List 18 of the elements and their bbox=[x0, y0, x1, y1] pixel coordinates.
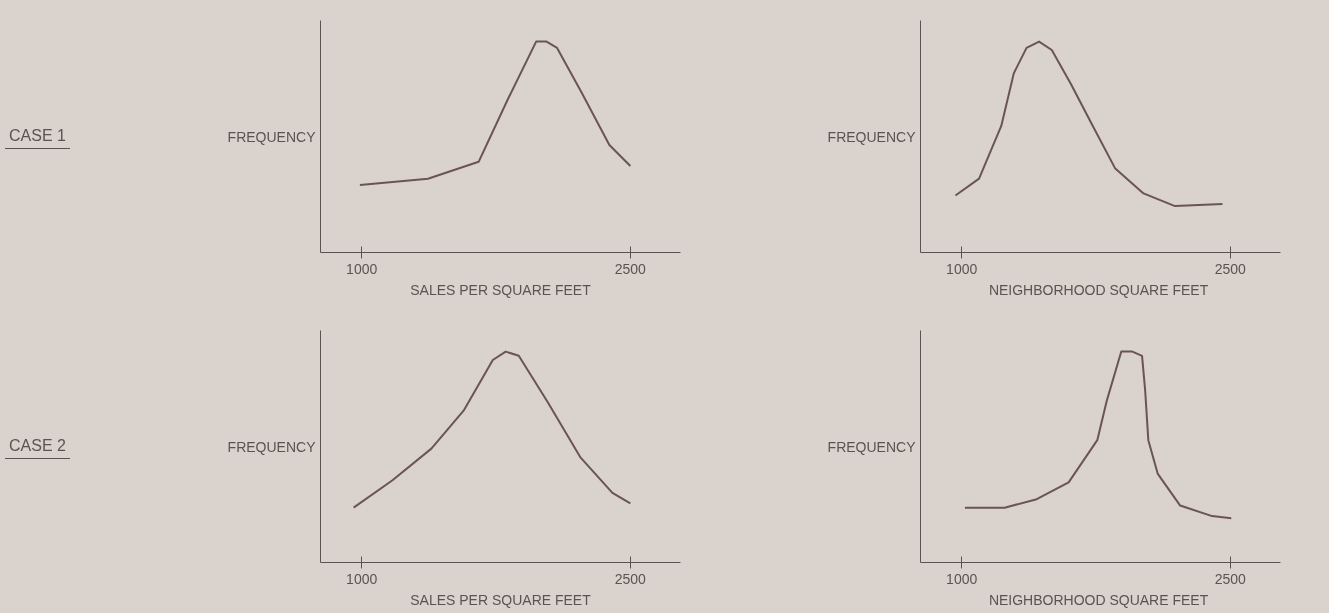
y-axis-title: FREQUENCY bbox=[827, 128, 917, 145]
y-axis-title: FREQUENCY bbox=[227, 128, 317, 145]
x-axis-title: NEIGHBORHOOD SQUARE FEET bbox=[988, 591, 1209, 608]
x-tick-label: 2500 bbox=[1214, 570, 1247, 587]
x-tick-label: 2500 bbox=[1214, 260, 1247, 277]
x-tick-label: 2500 bbox=[614, 260, 647, 277]
y-axis-title: FREQUENCY bbox=[827, 438, 917, 455]
x-axis-title: NEIGHBORHOOD SQUARE FEET bbox=[988, 281, 1209, 298]
x-tick-label: 1000 bbox=[946, 570, 978, 587]
x-axis-title: SALES PER SQUARE FEET bbox=[410, 281, 592, 298]
x-axis-title: SALES PER SQUARE FEET bbox=[410, 591, 592, 608]
x-tick-label: 1000 bbox=[346, 570, 378, 587]
y-axis-title: FREQUENCY bbox=[227, 438, 317, 455]
x-tick-label: 2500 bbox=[614, 570, 647, 587]
x-tick-label: 1000 bbox=[346, 260, 378, 277]
x-tick-label: 1000 bbox=[946, 260, 978, 277]
text: CASE 1 bbox=[5, 125, 70, 149]
text: CASE 2 bbox=[5, 435, 70, 459]
